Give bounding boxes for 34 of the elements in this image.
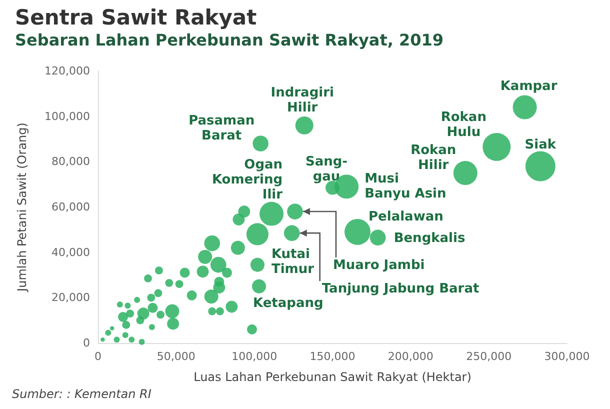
x-tick-label: 250,000 bbox=[466, 350, 512, 363]
annotation: Siak bbox=[524, 138, 556, 153]
y-tick-label: 100,000 bbox=[44, 110, 90, 123]
x-tick-label: 0 bbox=[94, 350, 102, 363]
annotation: Bengkalis bbox=[394, 231, 466, 246]
x-tick-label: 100,000 bbox=[232, 350, 278, 363]
x-axis-title: Luas Lahan Perkebunan Sawit Rakyat (Hektar) bbox=[194, 370, 472, 384]
x-tick-label: 50,000 bbox=[156, 350, 196, 363]
y-axis-title: Jumlah Petani Sawit (Orang) bbox=[15, 122, 29, 292]
annotation: Indragiri Hilir bbox=[270, 85, 334, 116]
annotation: Sang-gau bbox=[305, 154, 348, 185]
annotation: Rokan Hilir bbox=[410, 143, 456, 173]
chart-title: Sentra Sawit Rakyat bbox=[15, 6, 257, 30]
y-tick-label: 20,000 bbox=[52, 291, 90, 304]
annotation: Pelalawan bbox=[368, 209, 444, 224]
x-tick-label: 300,000 bbox=[544, 350, 590, 363]
y-tick-label: 0 bbox=[83, 336, 90, 350]
annotation: Musi Banyu Asin bbox=[364, 172, 446, 202]
x-tick-label: 150,000 bbox=[310, 350, 356, 363]
y-tick-label: 80,000 bbox=[52, 155, 90, 168]
y-tick-label: 60,000 bbox=[52, 200, 90, 214]
annotation: Pasaman Barat bbox=[188, 114, 255, 144]
y-tick-label: 40,000 bbox=[52, 246, 90, 259]
annotation: Rokan Hulu bbox=[440, 110, 486, 140]
annotation: Ogan Komering Ilir bbox=[212, 157, 284, 202]
annotation: Ketapang bbox=[253, 296, 324, 311]
x-tick-label: 200,000 bbox=[388, 350, 434, 363]
text: Sumber: : Kementan RI bbox=[12, 387, 152, 401]
annotation: Kampar bbox=[500, 78, 558, 94]
annotation: Muaro Jambi bbox=[332, 258, 425, 274]
annotation: Tanjung Jabung Barat bbox=[322, 282, 480, 297]
y-tick-label: 120,000 bbox=[44, 64, 90, 78]
annotation: Kutai Timur bbox=[271, 246, 315, 277]
chart-subtitle: Sebaran Lahan Perkebunan Sawit Rakyat, 2019 bbox=[15, 30, 444, 50]
